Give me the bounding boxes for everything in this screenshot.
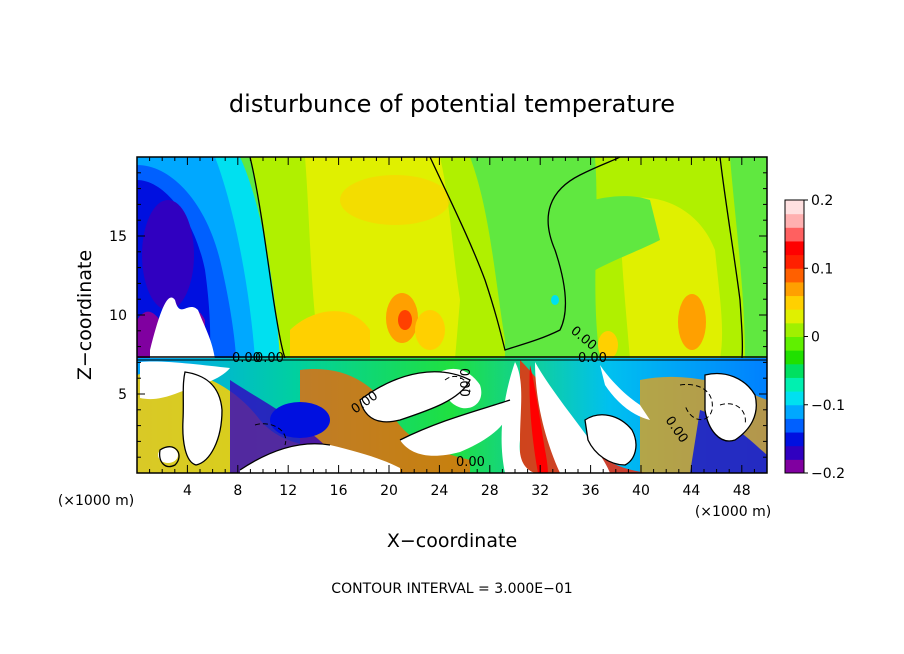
z-axis-label: Z−coordinate (74, 250, 96, 380)
contour-label: 0.00 (232, 351, 261, 366)
lower-layer (137, 358, 767, 473)
colorbar (785, 200, 804, 474)
y-axis-ticks: 5 10 15 (109, 172, 767, 458)
plot-field: 0.000.00 0.000.000.000.000.000.00 (137, 157, 767, 473)
z-unit-label: (×1000 m) (58, 493, 134, 509)
x-tick-label: 32 (531, 483, 549, 499)
contour-lines-negative (254, 376, 746, 446)
colorbar-swatch (785, 418, 804, 433)
x-tick-label: 48 (733, 483, 751, 499)
contour-label: 0.00 (456, 455, 485, 470)
x-tick-label: 20 (380, 483, 398, 499)
colorbar-swatch (785, 268, 804, 283)
x-tick-label: 36 (582, 483, 600, 499)
y-tick-label: 15 (109, 229, 127, 245)
contour-interval-note: CONTOUR INTERVAL = 3.000E−01 (331, 581, 572, 597)
colorbar-swatch (785, 200, 804, 215)
contour-lines (137, 157, 767, 471)
upper-layer (137, 157, 767, 359)
x-axis-label: X−coordinate (387, 530, 517, 552)
contour-label: 0.00 (456, 368, 471, 397)
x-tick-label: 24 (430, 483, 448, 499)
colorbar-swatch (785, 254, 804, 269)
colorbar-swatch (785, 227, 804, 242)
x-tick-label: 44 (682, 483, 700, 499)
colorbar-swatch (785, 350, 804, 365)
x-tick-label: 12 (279, 483, 297, 499)
colorbar-swatch (785, 391, 804, 406)
x-tick-label: 8 (233, 483, 242, 499)
colorbar-swatch (785, 240, 804, 256)
colorbar-ticks: 0.2 0.1 0 −0.1 −0.2 (804, 193, 845, 482)
y-tick-label: 10 (109, 308, 127, 324)
colorbar-swatch (785, 336, 804, 351)
x-axis-ticks: 4 8 12 16 20 24 28 32 36 40 44 48 (149, 157, 755, 499)
colorbar-swatch (785, 445, 804, 460)
x-tick-label: 16 (330, 483, 348, 499)
colorbar-tick-label: 0.1 (811, 261, 833, 277)
colorbar-swatch (785, 213, 804, 228)
contour-label: 0.00 (255, 351, 284, 366)
colorbar-swatch (785, 281, 804, 297)
colorbar-swatch (785, 309, 804, 324)
colorbar-swatch (785, 322, 804, 337)
colorbar-tick-label: −0.2 (811, 466, 845, 482)
colorbar-swatch (785, 295, 804, 310)
x-tick-label: 28 (481, 483, 499, 499)
colorbar-swatch (785, 377, 804, 392)
colorbar-swatch (785, 432, 804, 447)
chart-title: disturbunce of potential temperature (229, 90, 675, 118)
contour-label: 0.00 (578, 351, 607, 366)
y-tick-label: 5 (118, 387, 127, 403)
colorbar-tick-label: −0.1 (811, 398, 845, 414)
x-tick-label: 4 (183, 483, 192, 499)
colorbar-swatch (785, 459, 804, 474)
colorbar-swatch (785, 404, 804, 419)
colorbar-swatch (785, 363, 804, 378)
colorbar-tick-label: 0.2 (811, 193, 833, 209)
colorbar-tick-label: 0 (811, 330, 820, 346)
x-unit-label: (×1000 m) (695, 504, 771, 520)
x-tick-label: 40 (632, 483, 650, 499)
